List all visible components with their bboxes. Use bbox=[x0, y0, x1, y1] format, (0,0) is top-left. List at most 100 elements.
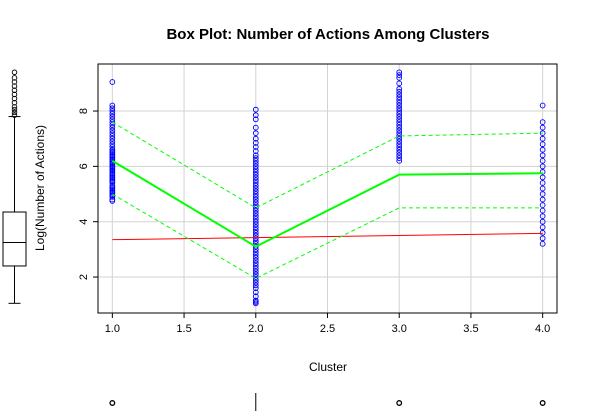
data-point bbox=[539, 135, 546, 142]
data-point bbox=[109, 141, 116, 148]
data-point bbox=[109, 133, 116, 139]
x-tick-label: 1.0 bbox=[105, 323, 120, 335]
regression-line bbox=[112, 232, 543, 241]
y-axis-label: Log(Number of Actions) bbox=[33, 125, 47, 251]
upper-quartile-line bbox=[112, 121, 543, 209]
data-point bbox=[396, 130, 403, 137]
y-marginal-outlier bbox=[11, 99, 18, 106]
data-point bbox=[539, 196, 546, 203]
data-point bbox=[539, 130, 546, 137]
y-marginal-outlier bbox=[11, 112, 18, 118]
data-point bbox=[252, 257, 259, 264]
data-point bbox=[396, 135, 403, 142]
data-point bbox=[252, 157, 259, 164]
y-tick-label: 8 bbox=[78, 108, 90, 114]
data-point bbox=[396, 108, 403, 114]
data-point bbox=[252, 169, 259, 175]
data-point bbox=[252, 155, 259, 161]
data-point bbox=[396, 119, 403, 125]
data-point bbox=[252, 174, 259, 181]
data-point bbox=[252, 221, 259, 228]
data-point bbox=[539, 102, 546, 109]
x-tick-label: 3.5 bbox=[463, 323, 478, 335]
data-point bbox=[109, 102, 116, 109]
data-point bbox=[252, 263, 259, 269]
y-marginal-outlier bbox=[11, 109, 18, 116]
data-point bbox=[396, 102, 403, 109]
data-point bbox=[252, 207, 259, 214]
data-point bbox=[539, 146, 546, 153]
data-point bbox=[109, 138, 116, 145]
data-point bbox=[252, 163, 259, 170]
x-marginal-outlier bbox=[539, 400, 546, 406]
data-point bbox=[539, 240, 546, 247]
x-marginal-boxplot bbox=[109, 393, 546, 411]
data-point bbox=[109, 119, 116, 125]
y-marginal-outlier bbox=[11, 104, 18, 110]
x-axis: 1.0 1.5 2.0 2.5 3.0 3.5 4.0 bbox=[105, 313, 550, 335]
data-point bbox=[396, 80, 403, 87]
data-point bbox=[252, 224, 259, 231]
data-point bbox=[109, 196, 116, 203]
data-point bbox=[252, 106, 259, 113]
data-point bbox=[539, 157, 546, 164]
data-point bbox=[252, 144, 259, 150]
data-point bbox=[252, 252, 259, 258]
data-point bbox=[109, 146, 116, 153]
y-tick-label: 2 bbox=[78, 274, 90, 280]
lower-quartile-line bbox=[112, 193, 543, 279]
y-marginal-outlier bbox=[11, 87, 18, 94]
y-marginal-boxplot bbox=[2, 69, 27, 304]
y-marginal-outlier bbox=[11, 106, 18, 113]
chart-title: Box Plot: Number of Actions Among Cluste… bbox=[166, 26, 489, 43]
data-point bbox=[396, 155, 403, 161]
data-point bbox=[109, 79, 116, 85]
x-tick-label: 2.0 bbox=[248, 323, 263, 335]
data-point bbox=[252, 196, 259, 203]
data-point bbox=[539, 191, 546, 197]
data-point bbox=[396, 94, 403, 101]
data-point bbox=[396, 86, 403, 92]
data-point bbox=[539, 180, 546, 186]
data-point bbox=[396, 116, 403, 123]
data-point bbox=[252, 218, 259, 225]
data-point bbox=[396, 69, 403, 76]
x-marginal-outlier bbox=[109, 400, 116, 406]
data-point bbox=[252, 148, 259, 155]
data-point bbox=[252, 213, 259, 220]
data-point bbox=[252, 191, 259, 197]
data-point bbox=[252, 282, 259, 289]
data-point bbox=[109, 124, 116, 131]
data-point bbox=[396, 146, 403, 153]
x-axis-label: Cluster bbox=[309, 360, 347, 374]
data-point bbox=[252, 116, 259, 123]
median-line bbox=[111, 159, 543, 248]
data-point bbox=[109, 108, 116, 114]
y-marginal-outlier bbox=[11, 69, 18, 76]
data-point bbox=[396, 157, 403, 164]
data-point bbox=[396, 110, 403, 117]
data-point bbox=[396, 113, 403, 120]
data-point bbox=[539, 235, 546, 242]
data-point bbox=[539, 141, 546, 148]
x-tick-label: 3.0 bbox=[392, 323, 407, 335]
data-point bbox=[109, 116, 116, 123]
data-point bbox=[396, 152, 403, 159]
data-point bbox=[396, 91, 403, 98]
data-point bbox=[539, 124, 546, 131]
x-tick-label: 2.5 bbox=[320, 323, 335, 335]
data-point bbox=[252, 180, 259, 186]
data-point bbox=[396, 138, 403, 145]
data-point bbox=[109, 144, 116, 150]
data-point bbox=[252, 188, 259, 195]
data-point bbox=[539, 218, 546, 225]
data-point bbox=[252, 271, 259, 278]
data-point bbox=[252, 166, 259, 172]
data-point bbox=[252, 140, 259, 146]
data-point bbox=[396, 74, 403, 81]
y-tick-label: 4 bbox=[78, 219, 90, 225]
data-point bbox=[396, 144, 403, 150]
data-point bbox=[109, 110, 116, 117]
data-point bbox=[109, 105, 116, 112]
x-tick-label: 4.0 bbox=[535, 323, 550, 335]
